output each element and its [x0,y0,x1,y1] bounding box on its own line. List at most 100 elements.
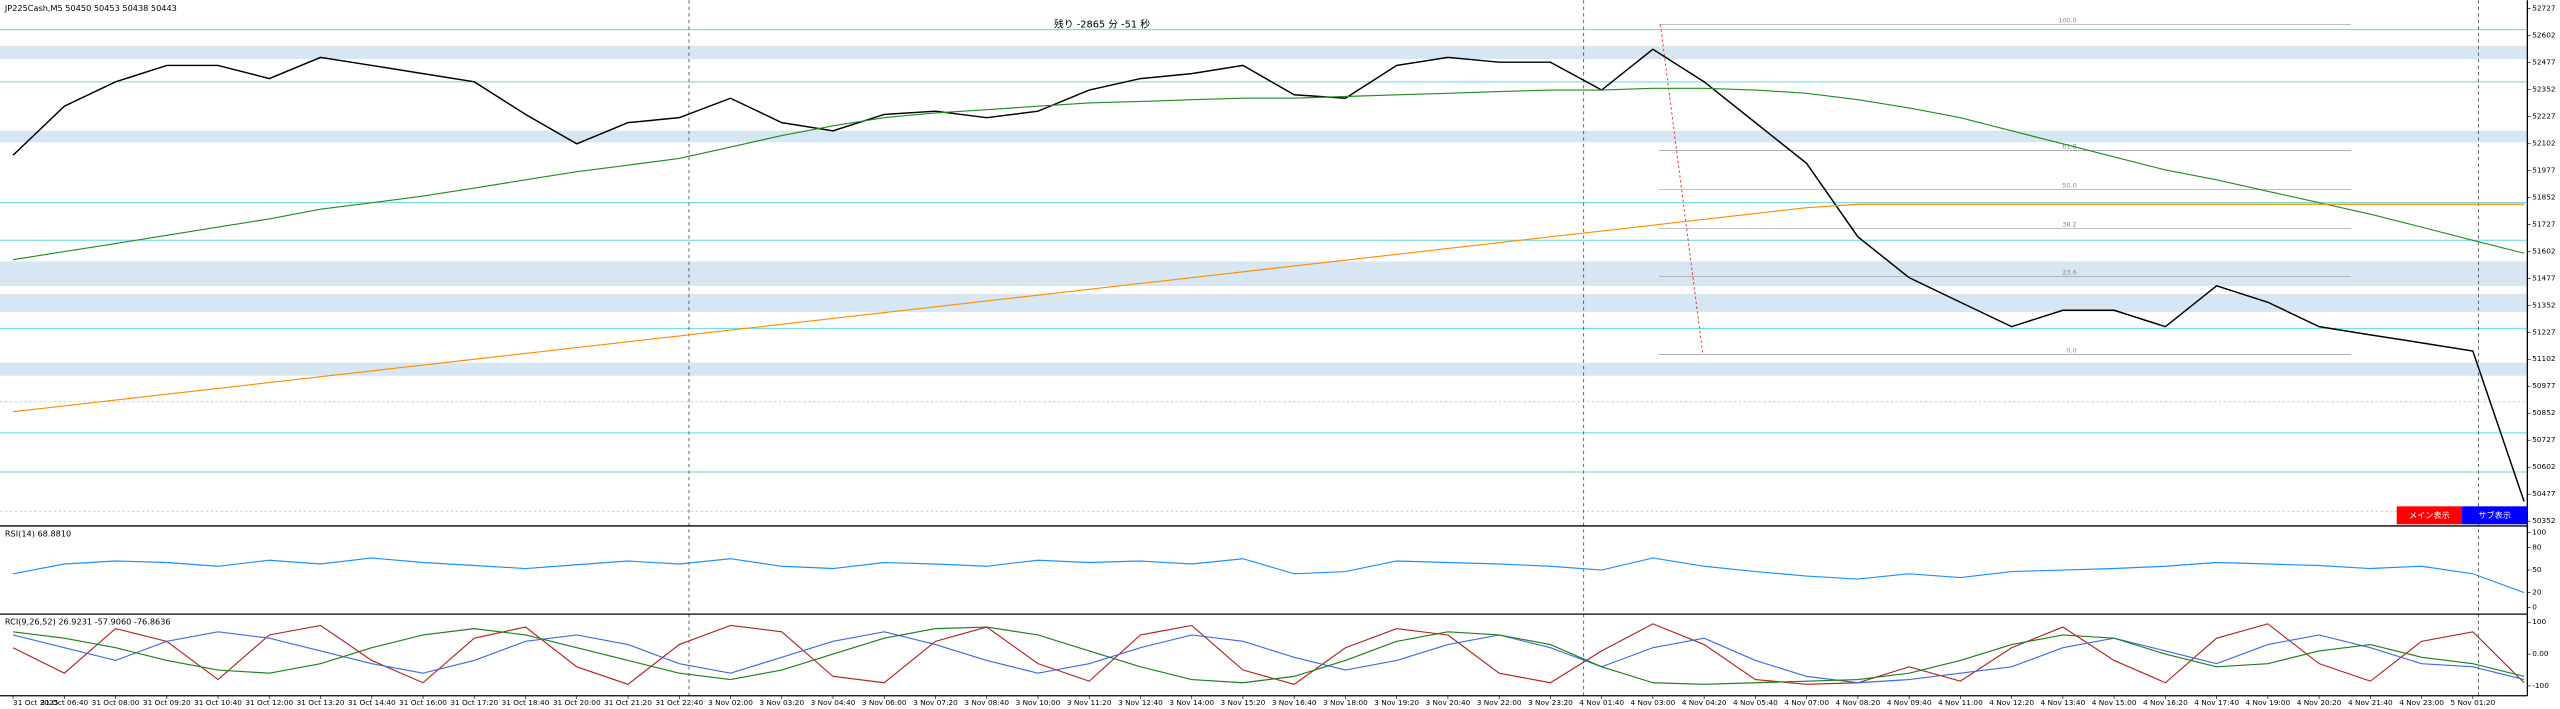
button-bg[interactable] [2396,506,2463,525]
x-tick-label: 3 Nov 15:20 [1221,698,1266,707]
y-tick-label: 80 [2532,542,2542,551]
y-tick-label: 50477 [2532,489,2556,498]
x-tick-label: 3 Nov 02:00 [708,698,753,707]
x-tick-label: 31 Oct 2025 [13,698,59,707]
x-tick-label: 4 Nov 20:20 [2297,698,2342,707]
x-tick-label: 3 Nov 14:00 [1169,698,1214,707]
x-tick-label: 3 Nov 07:20 [913,698,958,707]
x-tick-label: 3 Nov 22:00 [1477,698,1522,707]
x-tick-label: 4 Nov 09:40 [1887,698,1932,707]
button-sub[interactable]: サブ表示 [2462,506,2528,525]
x-tick-label: 4 Nov 05:40 [1733,698,1778,707]
series-line [12,631,2525,684]
y-tick-label: 50 [2532,565,2542,574]
y-tick-label: 0 [2532,603,2537,612]
series-line [12,626,2525,685]
series-line [12,203,2525,413]
button-label[interactable]: サブ表示 [2478,510,2511,520]
x-tick-label: 4 Nov 17:40 [2194,698,2239,707]
x-tick-label: 5 Nov 01:20 [2450,698,2495,707]
x-tick-label: 31 Oct 20:00 [553,698,601,707]
x-tick-label: 4 Nov 19:00 [2245,698,2290,707]
fib-trend [1659,24,1704,355]
x-tick-label: 4 Nov 16:20 [2143,698,2188,707]
x-tick-label: 31 Oct 17:20 [450,698,498,707]
y-tick-label: 50602 [2532,462,2555,471]
zone-band [0,130,2528,143]
x-tick-label: 4 Nov 11:00 [1938,698,1983,707]
x-tick-label: 3 Nov 16:40 [1272,698,1317,707]
rsi-label: RSI(14) 68.8810 [5,529,71,539]
fib-label: 38.2 [2062,220,2077,228]
x-tick-label: 4 Nov 13:40 [2040,698,2085,707]
series-line [12,87,2525,261]
y-tick-label: 52102 [2532,138,2555,147]
x-tick-label: 4 Nov 07:00 [1784,698,1829,707]
y-tick-label: -100 [2532,681,2549,690]
x-tick-label: 3 Nov 04:40 [811,698,856,707]
x-tick-label: 31 Oct 08:00 [92,698,140,707]
fib-label: 0.0 [2066,346,2076,354]
x-tick-label: 3 Nov 18:00 [1323,698,1368,707]
y-tick-label: 51102 [2532,354,2555,363]
y-tick-label: 50352 [2532,516,2555,525]
y-tick-label: 50977 [2532,381,2556,390]
y-tick-label: 51977 [2532,165,2556,174]
button-label[interactable]: メイン表示 [2409,510,2450,520]
zone-band [0,294,2528,313]
series-line [12,48,2525,502]
fib-label: 61.8 [2062,143,2077,151]
x-tick-label: 3 Nov 03:20 [759,698,804,707]
y-tick-label: 52477 [2532,57,2556,66]
series-line [12,623,2525,685]
x-tick-label: 31 Oct 14:40 [348,698,396,707]
y-tick-label: 52602 [2532,30,2555,39]
y-tick-label: 51227 [2532,327,2556,336]
x-tick-label: 4 Nov 15:00 [2092,698,2137,707]
x-tick-label: 4 Nov 03:00 [1631,698,1676,707]
y-tick-label: 100 [2532,617,2546,626]
x-tick-label: 3 Nov 08:40 [964,698,1009,707]
zone-band [0,45,2528,59]
x-tick-label: 3 Nov 20:40 [1426,698,1471,707]
button-main[interactable]: メイン表示 [2396,506,2463,525]
rci-label: RCI(9,26,52) 26.9231 -57.9060 -76.8636 [5,617,171,627]
x-tick-label: 31 Oct 09:20 [143,698,191,707]
x-tick-label: 4 Nov 23:00 [2399,698,2444,707]
y-tick-label: 20 [2532,588,2542,597]
y-tick-label: 52352 [2532,84,2555,93]
fib-label: 50.0 [2062,181,2077,189]
fib-label: 100.0 [2058,17,2077,25]
x-tick-label: 3 Nov 12:40 [1118,698,1163,707]
y-tick-label: 0.00 [2532,649,2549,658]
countdown: 残り -2865 分 -51 秒 [1054,18,1150,31]
x-tick-label: 3 Nov 19:20 [1374,698,1419,707]
x-tick-label: 4 Nov 01:40 [1579,698,1624,707]
symbol-info: JP225Cash,M5 50450 50453 50438 50443 [4,3,177,13]
x-tick-label: 31 Oct 10:40 [194,698,242,707]
button-bg[interactable] [2462,506,2528,525]
y-tick-label: 52727 [2532,3,2556,12]
y-tick-label: 51352 [2532,300,2555,309]
x-tick-label: 4 Nov 12:20 [1989,698,2034,707]
x-tick-label: 31 Oct 12:00 [245,698,293,707]
x-tick-label: 31 Oct 16:00 [399,698,447,707]
y-tick-label: 100 [2532,527,2546,536]
x-tick-label: 4 Nov 21:40 [2348,698,2393,707]
x-tick-label: 3 Nov 23:20 [1528,698,1573,707]
y-tick-label: 51602 [2532,246,2555,255]
x-tick-label: 3 Nov 10:00 [1016,698,1061,707]
x-tick-label: 4 Nov 08:20 [1836,698,1881,707]
support-resistance [0,0,2528,696]
x-tick-label: 31 Oct 13:20 [297,698,345,707]
x-tick-label: 31 Oct 06:40 [40,698,88,707]
x-tick-label: 4 Nov 04:20 [1682,698,1727,707]
x-tick-label: 3 Nov 06:00 [862,698,907,707]
y-tick-label: 50727 [2532,435,2556,444]
x-tick-label: 31 Oct 18:40 [502,698,550,707]
y-tick-label: 51477 [2532,273,2556,282]
y-tick-label: 51727 [2532,219,2556,228]
y-tick-label: 52227 [2532,111,2556,120]
